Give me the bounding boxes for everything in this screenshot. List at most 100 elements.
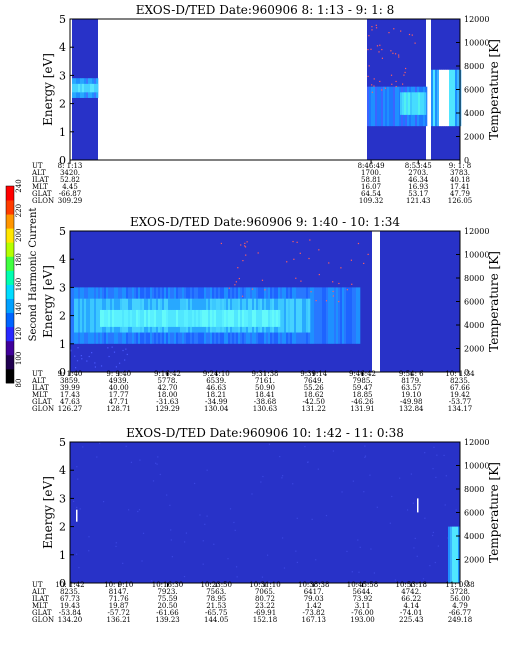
orbit-cell: 8147.: [109, 588, 129, 596]
orbit-cell: 79.03: [304, 595, 324, 603]
y2-tick-label: 6000: [464, 509, 484, 518]
orbit-cell: 139.23: [155, 616, 180, 624]
y2-tick-label: 0: [464, 156, 469, 165]
orbit-cell: 6539.: [206, 377, 226, 385]
colorbar-tick-label: 200: [15, 229, 23, 242]
orbit-cell: 5644.: [352, 588, 372, 596]
orbit-cell: 130.04: [204, 405, 229, 413]
orbit-cell: 80.72: [255, 595, 275, 603]
orbit-cell: 8235.: [60, 588, 80, 596]
orbit-cell: 18.85: [352, 391, 372, 399]
orbit-cell: 2703.: [408, 169, 428, 177]
orbit-row-label: MLT: [32, 391, 48, 399]
colorbar-segment: [6, 186, 14, 201]
panel-title: EXOS-D/TED Date:960906 8: 1:13 - 9: 1: 8: [136, 3, 395, 17]
orbit-cell: 19.10: [401, 391, 421, 399]
orbit-cell: 18.00: [157, 391, 177, 399]
orbit-cell: 47.71: [109, 398, 129, 406]
orbit-cell: 9:16:42: [154, 370, 181, 378]
y2-tick-label: 10000: [464, 251, 489, 260]
colorbar-segment: [6, 340, 14, 356]
orbit-cell: 16.93: [408, 183, 428, 191]
orbit-cell: 9: 1:40: [58, 370, 83, 378]
orbit-cell: 10: 1:42: [55, 581, 84, 589]
y2-tick-label: 2000: [464, 556, 484, 565]
orbit-cell: 39.99: [60, 384, 80, 392]
y-tick-label: 0: [59, 154, 66, 167]
y-tick-label: 2: [59, 310, 66, 323]
orbit-cell: 59.47: [352, 384, 372, 392]
colorbar-segment: [6, 368, 14, 384]
orbit-cell: -42.50: [303, 398, 325, 406]
y2-tick-label: 10000: [464, 39, 489, 48]
orbit-cell: 9:54: 6: [399, 370, 424, 378]
orbit-row-label: GLAT: [32, 398, 52, 406]
panel-title: EXOS-D/TED Date:960906 10: 1:42 - 11: 0:…: [126, 426, 404, 440]
orbit-row-label: GLON: [32, 405, 54, 413]
orbit-cell: 121.43: [406, 197, 431, 205]
orbit-cell: 16.07: [361, 183, 381, 191]
y-tick-label: 3: [59, 281, 66, 294]
y-tick-label: 5: [59, 13, 66, 26]
orbit-row-label: UT: [32, 581, 43, 589]
y-tick-label: 1: [59, 549, 66, 562]
y-axis-label: Energy [eV]: [41, 476, 55, 549]
orbit-cell: 8179.: [401, 377, 421, 385]
colorbar-tick-label: 240: [15, 179, 23, 192]
colorbar-tick-label: 120: [15, 327, 23, 340]
orbit-cell: 126.27: [58, 405, 83, 413]
orbit-cell: 9:24:10: [203, 370, 230, 378]
y2-tick-label: 2000: [464, 133, 484, 142]
orbit-cell: 9: 1: 8: [449, 162, 472, 170]
orbit-cell: 10: 9:10: [104, 581, 133, 589]
orbit-cell: 10:31:10: [249, 581, 280, 589]
y-axis-label: Energy [eV]: [41, 265, 55, 338]
y2-tick-label: 4000: [464, 321, 484, 330]
orbit-cell: 134.17: [448, 405, 473, 413]
panel-title: EXOS-D/TED Date:960906 9: 1:40 - 10: 1:3…: [130, 215, 400, 229]
orbit-cell: -53.84: [59, 609, 82, 617]
orbit-cell: 3783.: [450, 169, 470, 177]
orbit-cell: 136.21: [107, 616, 132, 624]
orbit-cell: -76.00: [351, 609, 373, 617]
orbit-row-label: GLAT: [32, 190, 52, 198]
y2-tick-label: 0: [464, 579, 469, 588]
y2-tick-label: 2000: [464, 345, 484, 354]
orbit-row-label: UT: [32, 162, 43, 170]
y2-tick-label: 4000: [464, 532, 484, 541]
orbit-cell: -65.75: [205, 609, 227, 617]
orbit-cell: 144.05: [204, 616, 229, 624]
orbit-cell: 19.87: [109, 602, 129, 610]
orbit-cell: 42.70: [157, 384, 177, 392]
colorbar-segment: [6, 354, 14, 370]
orbit-row-label: MLT: [32, 602, 48, 610]
orbit-cell: 4.45: [62, 183, 78, 191]
orbit-cell: 130.63: [253, 405, 278, 413]
spectrogram: [70, 442, 461, 584]
orbit-cell: 193.00: [350, 616, 375, 624]
orbit-cell: 3859.: [60, 377, 80, 385]
colorbar-tick-label: 160: [15, 278, 23, 291]
orbit-cell: -53.77: [449, 398, 471, 406]
orbit-cell: 3420.: [60, 169, 80, 177]
orbit-cell: 126.05: [448, 197, 473, 205]
orbit-cell: -69.91: [254, 609, 276, 617]
orbit-row-label: ILAT: [32, 595, 49, 603]
orbit-cell: 47.79: [450, 190, 470, 198]
spectrogram: [70, 19, 462, 160]
orbit-cell: 8:53:45: [405, 162, 432, 170]
y-tick-label: 1: [59, 126, 66, 139]
orbit-cell: -38.68: [254, 398, 276, 406]
orbit-row-label: ALT: [31, 377, 46, 385]
orbit-cell: 67.73: [60, 595, 80, 603]
y-tick-label: 5: [59, 436, 66, 449]
orbit-cell: 53.17: [408, 190, 428, 198]
orbit-row-label: UT: [32, 370, 43, 378]
orbit-cell: 18.41: [255, 391, 275, 399]
orbit-cell: 17.77: [109, 391, 129, 399]
y2-tick-label: 6000: [464, 86, 484, 95]
colorbar-tick-label: 220: [15, 204, 23, 217]
orbit-cell: 8235.: [450, 377, 470, 385]
y-tick-label: 2: [59, 98, 66, 111]
